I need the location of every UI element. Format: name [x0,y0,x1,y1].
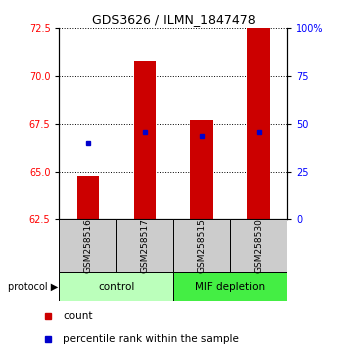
Bar [59,273,173,301]
Text: percentile rank within the sample: percentile rank within the sample [63,334,239,344]
Title: GDS3626 / ILMN_1847478: GDS3626 / ILMN_1847478 [91,13,255,26]
Text: control: control [98,282,135,292]
Bar [248,28,270,219]
Bar [173,219,231,273]
Bar [231,219,287,273]
Bar [134,61,156,219]
Text: GSM258516: GSM258516 [84,218,92,273]
Text: protocol ▶: protocol ▶ [8,282,58,292]
Bar [116,219,173,273]
Text: count: count [63,311,92,321]
Bar [190,120,213,219]
Bar [76,176,99,219]
Text: GSM258515: GSM258515 [198,218,206,273]
Text: GSM258530: GSM258530 [254,218,263,273]
Text: GSM258517: GSM258517 [140,218,149,273]
Bar [173,273,287,301]
Bar [59,219,116,273]
Text: MIF depletion: MIF depletion [195,282,266,292]
